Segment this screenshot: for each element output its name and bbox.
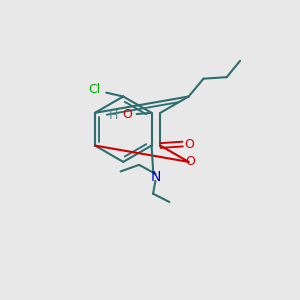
Text: O: O xyxy=(184,138,194,151)
Text: N: N xyxy=(150,170,161,184)
Text: O: O xyxy=(185,155,195,168)
Text: O: O xyxy=(122,108,132,121)
Text: Cl: Cl xyxy=(88,83,100,96)
Text: H: H xyxy=(109,109,118,122)
